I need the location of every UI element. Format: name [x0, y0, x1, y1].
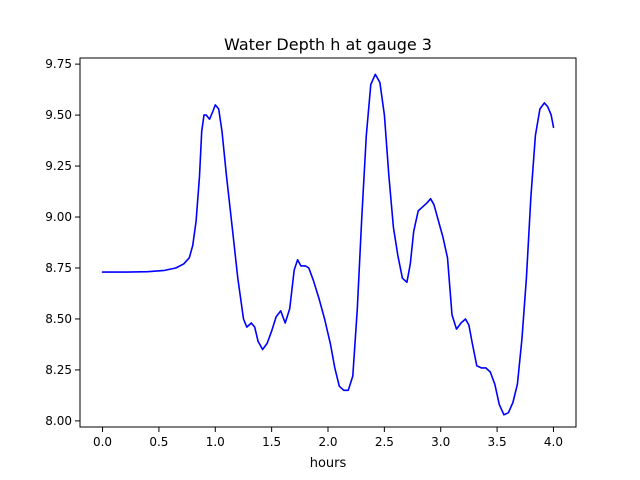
series-layer [101, 73, 555, 416]
x-axis-label: hours [310, 456, 347, 471]
y-axis-ticks: 8.00 8.25 8.50 8.75 9.00 9.25 9.50 9.75 [45, 57, 80, 428]
x-tick-label: 0.0 [93, 435, 112, 449]
x-tick-label: 2.0 [318, 435, 337, 449]
x-tick-label: 2.5 [375, 435, 394, 449]
y-tick-label: 8.50 [45, 312, 72, 326]
series-line-0 [101, 73, 555, 416]
x-tick-label: 1.0 [206, 435, 225, 449]
plot-frame [79, 57, 577, 428]
y-tick-label: 9.00 [45, 210, 72, 224]
x-tick-label: 4.0 [544, 435, 563, 449]
x-tick-label: 0.5 [149, 435, 168, 449]
x-tick-label: 1.5 [262, 435, 281, 449]
x-axis-ticks: 0.0 0.5 1.0 1.5 2.0 2.5 3.0 3.5 4.0 [93, 427, 563, 449]
y-tick-label: 8.75 [45, 261, 72, 275]
x-tick-label: 3.5 [488, 435, 507, 449]
y-tick-label: 9.75 [45, 57, 72, 71]
y-tick-label: 8.00 [45, 414, 72, 428]
y-tick-label: 8.25 [45, 363, 72, 377]
x-tick-label: 3.0 [431, 435, 450, 449]
y-tick-label: 9.25 [45, 159, 72, 173]
y-tick-label: 9.50 [45, 108, 72, 122]
chart-title: Water Depth h at gauge 3 [224, 35, 432, 54]
